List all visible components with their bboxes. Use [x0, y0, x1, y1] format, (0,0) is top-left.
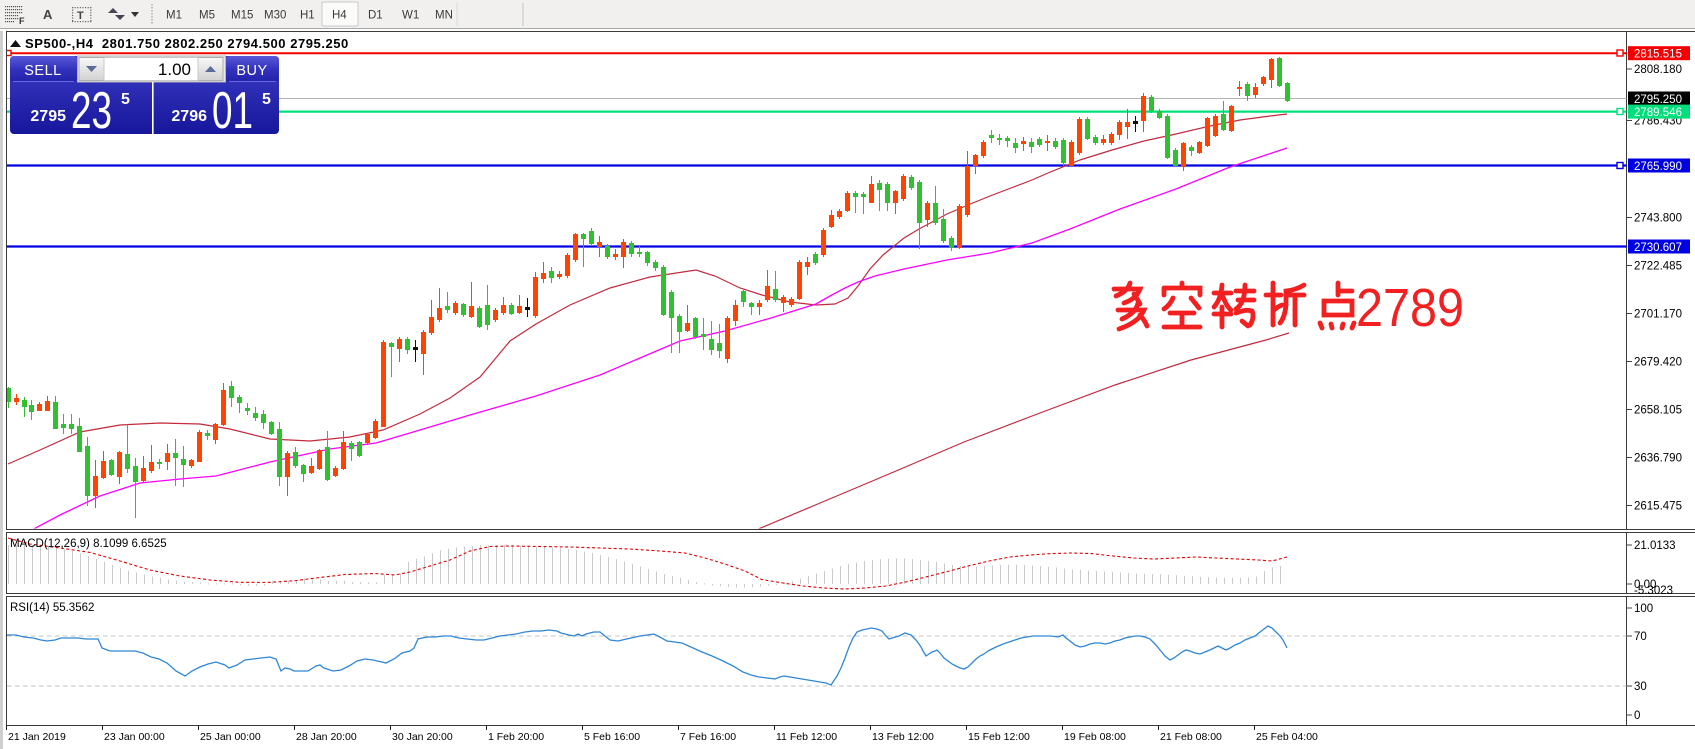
svg-text:SELL: SELL [24, 63, 61, 79]
svg-text:2615.475: 2615.475 [1634, 501, 1682, 513]
svg-text:RSI(14) 55.3562: RSI(14) 55.3562 [10, 602, 94, 614]
svg-text:1 Feb 20:00: 1 Feb 20:00 [488, 731, 544, 743]
svg-text:0: 0 [1634, 710, 1640, 722]
svg-text:2701.170: 2701.170 [1634, 309, 1682, 321]
svg-text:MACD(12,26,9) 8.1099 6.6525: MACD(12,26,9) 8.1099 6.6525 [10, 538, 167, 550]
svg-text:-5.3023: -5.3023 [1634, 585, 1673, 597]
svg-text:30 Jan 20:00: 30 Jan 20:00 [392, 731, 453, 743]
svg-text:2636.790: 2636.790 [1634, 453, 1682, 465]
svg-text:0.00: 0.00 [1634, 579, 1656, 591]
svg-text:2730.607: 2730.607 [1634, 242, 1682, 254]
svg-text:21.0133: 21.0133 [1634, 540, 1676, 552]
svg-text:M5: M5 [199, 10, 215, 22]
svg-text:1.00: 1.00 [158, 60, 191, 79]
svg-text:2815.515: 2815.515 [1634, 49, 1682, 61]
svg-text:M1: M1 [166, 10, 182, 22]
svg-text:2795: 2795 [30, 108, 66, 125]
svg-text:100: 100 [1634, 603, 1653, 615]
svg-text:2796: 2796 [171, 108, 207, 125]
svg-text:25 Jan 00:00: 25 Jan 00:00 [200, 731, 261, 743]
svg-text:D1: D1 [368, 10, 383, 22]
svg-text:5: 5 [121, 91, 130, 108]
svg-text:M30: M30 [264, 10, 286, 22]
svg-text:11 Feb 12:00: 11 Feb 12:00 [776, 731, 837, 743]
svg-text:T: T [77, 10, 84, 22]
svg-text:23 Jan 00:00: 23 Jan 00:00 [104, 731, 165, 743]
svg-text:A: A [43, 7, 53, 22]
svg-text:21 Jan 2019: 21 Jan 2019 [8, 731, 66, 743]
svg-text:5: 5 [262, 91, 271, 108]
svg-text:13 Feb 12:00: 13 Feb 12:00 [872, 731, 934, 743]
svg-text:2789: 2789 [1356, 278, 1464, 338]
svg-text:2765.990: 2765.990 [1634, 161, 1682, 173]
svg-text:F: F [19, 16, 25, 26]
svg-text:01: 01 [212, 82, 253, 140]
svg-text:M15: M15 [231, 10, 253, 22]
svg-text:7 Feb 16:00: 7 Feb 16:00 [680, 731, 736, 743]
svg-text:2795.250: 2795.250 [1634, 94, 1682, 106]
svg-text:H4: H4 [332, 10, 347, 22]
svg-text:2743.800: 2743.800 [1634, 213, 1682, 225]
svg-text:W1: W1 [402, 10, 419, 22]
svg-text:BUY: BUY [236, 63, 267, 79]
svg-text:15 Feb 12:00: 15 Feb 12:00 [968, 731, 1030, 743]
svg-text:SP500-,H4 2801.750 2802.250 2: SP500-,H4 2801.750 2802.250 2794.500 279… [25, 36, 349, 51]
svg-text:2722.485: 2722.485 [1634, 261, 1682, 273]
svg-text:28 Jan 20:00: 28 Jan 20:00 [296, 731, 357, 743]
svg-text:2679.420: 2679.420 [1634, 357, 1682, 369]
svg-text:19 Feb 08:00: 19 Feb 08:00 [1064, 731, 1126, 743]
svg-text:25 Feb 04:00: 25 Feb 04:00 [1256, 731, 1318, 743]
svg-text:MN: MN [435, 10, 453, 22]
svg-text:2658.105: 2658.105 [1634, 405, 1682, 417]
svg-text:30: 30 [1634, 681, 1647, 693]
svg-text:5 Feb 16:00: 5 Feb 16:00 [584, 731, 640, 743]
svg-text:H1: H1 [300, 10, 315, 22]
svg-text:70: 70 [1634, 631, 1647, 643]
svg-text:21 Feb 08:00: 21 Feb 08:00 [1160, 731, 1222, 743]
svg-text:2808.180: 2808.180 [1634, 64, 1682, 76]
svg-text:2789.546: 2789.546 [1634, 107, 1682, 119]
svg-text:23: 23 [71, 82, 112, 140]
